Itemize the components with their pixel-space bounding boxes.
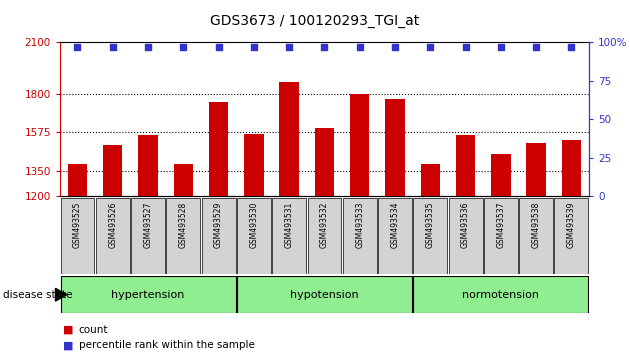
Point [461,44,471,50]
Bar [60,276,236,313]
Bar [174,164,193,196]
Text: hypotension: hypotension [290,290,358,300]
Bar [413,276,588,313]
Point [143,44,153,50]
Text: percentile rank within the sample: percentile rank within the sample [79,340,255,350]
Bar [202,198,236,274]
Bar [456,135,475,196]
Bar [280,82,299,196]
Text: GSM493533: GSM493533 [355,201,364,248]
Bar [386,99,404,196]
Bar [272,198,306,274]
Bar [166,198,200,274]
Point [214,44,224,50]
Bar [209,102,228,196]
Bar [343,198,377,274]
Bar [421,164,440,196]
Bar [449,198,483,274]
Text: GSM493527: GSM493527 [144,201,152,248]
Bar [244,134,263,196]
Bar [68,164,87,196]
Bar [60,198,94,274]
Text: GSM493526: GSM493526 [108,201,117,248]
Point [566,44,576,50]
Text: GSM493529: GSM493529 [214,201,223,248]
Bar [103,145,122,196]
Text: GSM493536: GSM493536 [461,201,470,248]
Bar [484,198,518,274]
Point [178,44,188,50]
Text: hypertension: hypertension [112,290,185,300]
Text: ■: ■ [63,340,74,350]
Bar [527,143,546,196]
Bar [519,198,553,274]
Bar [237,276,412,313]
Text: GSM493528: GSM493528 [179,201,188,247]
Point [496,44,506,50]
Point [72,44,83,50]
Polygon shape [55,288,67,301]
Text: GSM493535: GSM493535 [426,201,435,248]
Bar [413,198,447,274]
Text: GSM493534: GSM493534 [391,201,399,248]
Point [108,44,118,50]
Point [319,44,329,50]
Bar [237,198,271,274]
Bar [554,198,588,274]
Bar [491,154,510,196]
Text: GSM493539: GSM493539 [567,201,576,248]
Bar [139,135,158,196]
Point [425,44,435,50]
Bar [378,198,412,274]
Text: normotension: normotension [462,290,539,300]
Text: disease state: disease state [3,290,72,300]
Point [531,44,541,50]
Bar [307,198,341,274]
Text: count: count [79,325,108,335]
Point [390,44,400,50]
Point [284,44,294,50]
Text: GSM493525: GSM493525 [73,201,82,248]
Point [355,44,365,50]
Text: ■: ■ [63,325,74,335]
Point [249,44,259,50]
Text: GSM493530: GSM493530 [249,201,258,248]
Text: GSM493537: GSM493537 [496,201,505,248]
Bar [350,94,369,196]
Text: GSM493538: GSM493538 [532,201,541,248]
Text: GSM493532: GSM493532 [320,201,329,248]
Bar [96,198,130,274]
Bar [315,128,334,196]
Text: GSM493531: GSM493531 [285,201,294,248]
Bar [131,198,165,274]
Text: GDS3673 / 100120293_TGI_at: GDS3673 / 100120293_TGI_at [210,14,420,28]
Bar [562,140,581,196]
